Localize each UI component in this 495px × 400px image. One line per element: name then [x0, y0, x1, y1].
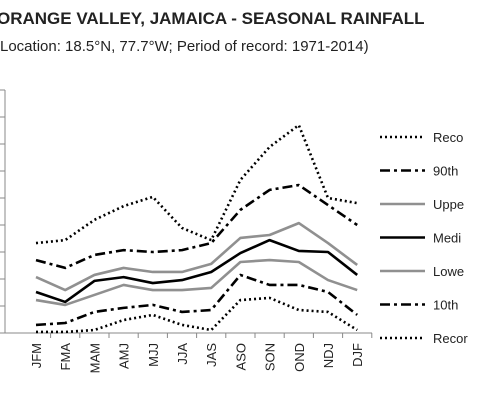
series-line: [35, 123, 358, 245]
series-line: [35, 273, 359, 327]
legend-label: 90th: [433, 164, 458, 179]
x-tick-label: MAM: [87, 343, 102, 373]
x-tick-label: ASO: [233, 343, 248, 370]
x-tick-label: JAS: [204, 343, 219, 367]
x-tick-label: AMJ: [117, 343, 132, 369]
series-line: [35, 258, 358, 307]
legend-label: Medi: [433, 231, 461, 246]
x-tick-label: MJJ: [146, 343, 161, 367]
legend-label: Recor: [433, 331, 468, 346]
x-tick-label: JJA: [175, 343, 190, 365]
series-line: [35, 221, 358, 292]
legend-label: Lowe: [433, 264, 464, 279]
series-line: [35, 238, 359, 304]
series-line: [35, 183, 358, 270]
x-tick-label: NDJ: [321, 343, 336, 368]
legend-label: 10th: [433, 298, 458, 313]
legend-label: Reco: [433, 130, 463, 145]
x-tick-label: OND: [292, 343, 307, 372]
legend-label: Uppe: [433, 197, 464, 212]
chart-title: ORANGE VALLEY, JAMAICA - SEASONAL RAINFA…: [0, 9, 425, 28]
x-tick-label: JFM: [29, 343, 44, 368]
x-tick-label: FMA: [58, 343, 73, 371]
chart-subtitle: (Location: 18.5°N, 77.7°W; Period of rec…: [0, 38, 369, 55]
x-tick-label: DJF: [350, 343, 365, 367]
x-tick-label: SON: [263, 343, 278, 371]
